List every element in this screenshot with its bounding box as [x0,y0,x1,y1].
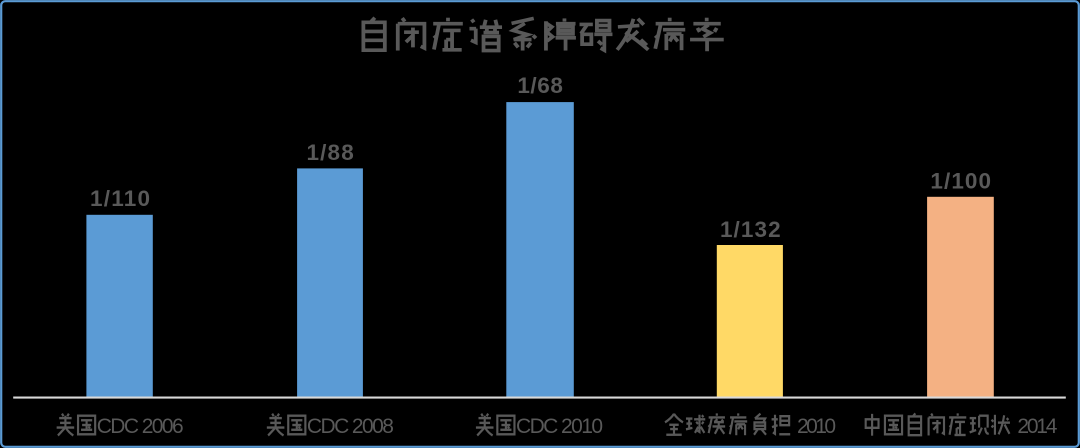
svg-text:CDC 2006: CDC 2006 [97,415,184,438]
svg-text:1/100: 1/100 [930,169,991,194]
svg-text:1/110: 1/110 [90,186,150,211]
svg-text:CDC 2010: CDC 2010 [516,415,603,438]
svg-text:1/68: 1/68 [517,73,563,98]
svg-text:CDC 2008: CDC 2008 [307,415,394,438]
svg-text:1/132: 1/132 [720,217,781,242]
svg-text:2010: 2010 [797,415,836,438]
svg-text:1/88: 1/88 [306,140,353,165]
svg-text:2014: 2014 [1017,415,1057,438]
